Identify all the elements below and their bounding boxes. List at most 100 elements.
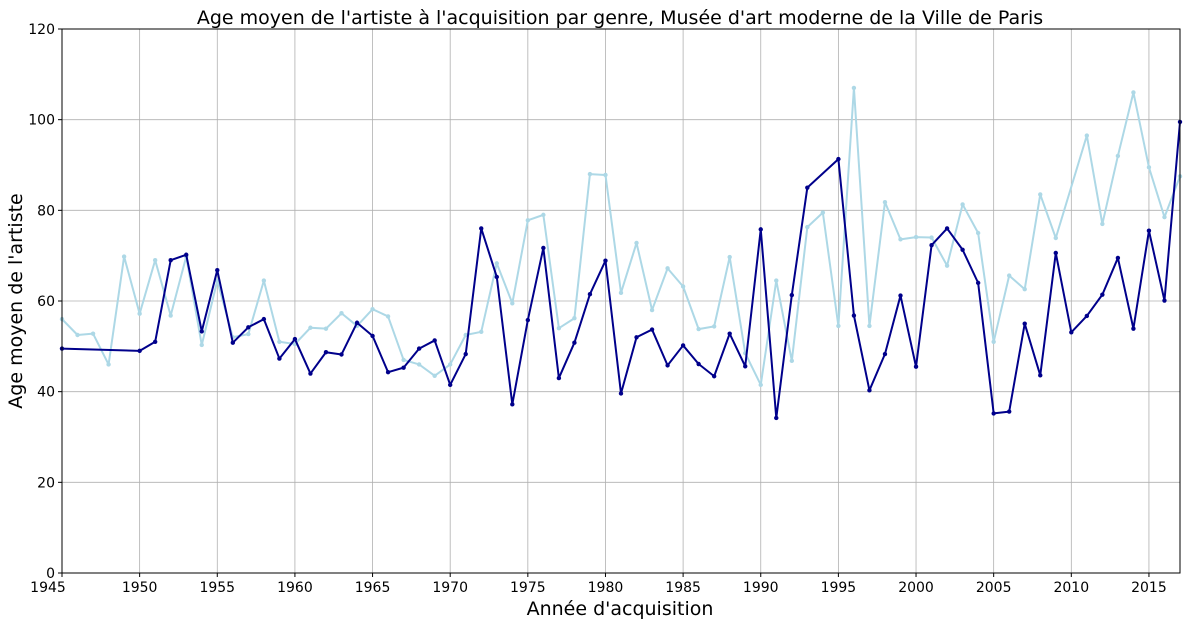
data-point bbox=[463, 351, 468, 357]
data-point bbox=[152, 339, 158, 344]
data-point bbox=[774, 278, 779, 283]
data-point bbox=[463, 332, 468, 338]
data-point bbox=[944, 226, 950, 231]
x-tick-label: 1960 bbox=[277, 580, 313, 596]
x-tick-label: 2000 bbox=[898, 580, 934, 596]
data-point bbox=[991, 411, 996, 416]
x-axis-label: Année d'acquisition bbox=[527, 598, 714, 620]
data-point bbox=[199, 342, 204, 348]
data-point bbox=[603, 258, 608, 263]
data-point bbox=[339, 352, 344, 357]
data-point bbox=[618, 391, 624, 396]
data-point bbox=[1069, 330, 1074, 335]
data-point bbox=[1038, 373, 1043, 378]
data-point bbox=[572, 316, 577, 321]
data-point bbox=[774, 415, 779, 421]
data-point bbox=[1115, 255, 1121, 261]
data-point bbox=[1146, 165, 1152, 170]
data-point bbox=[898, 293, 903, 298]
data-point bbox=[292, 336, 298, 342]
data-point bbox=[680, 343, 686, 348]
x-tick-label: 1950 bbox=[122, 580, 158, 596]
series-1 bbox=[59, 85, 1183, 388]
data-point bbox=[867, 323, 872, 329]
data-point bbox=[572, 340, 577, 345]
data-point bbox=[261, 278, 267, 283]
data-point bbox=[805, 224, 810, 230]
data-point bbox=[541, 245, 546, 251]
data-point bbox=[991, 339, 996, 344]
data-point bbox=[385, 369, 391, 375]
x-tick-label: 1970 bbox=[432, 580, 468, 596]
series-line bbox=[61, 86, 1181, 386]
data-point bbox=[975, 230, 981, 236]
data-point bbox=[1100, 292, 1105, 297]
data-point bbox=[1131, 326, 1136, 331]
data-point bbox=[696, 326, 701, 332]
data-point bbox=[137, 348, 142, 354]
data-point bbox=[385, 314, 391, 319]
data-point bbox=[479, 226, 484, 231]
data-point bbox=[277, 339, 282, 344]
data-point bbox=[867, 388, 872, 393]
data-point bbox=[494, 274, 499, 280]
data-point bbox=[121, 254, 127, 259]
data-point bbox=[649, 327, 655, 332]
data-point bbox=[913, 364, 919, 369]
data-point bbox=[618, 290, 624, 296]
y-tick-label: 100 bbox=[28, 113, 55, 129]
data-point bbox=[975, 280, 981, 286]
x-tick-label: 1990 bbox=[743, 580, 779, 596]
chart-title: Age moyen de l'artiste à l'acquisition p… bbox=[197, 7, 1043, 29]
data-point bbox=[789, 358, 795, 364]
data-point bbox=[1115, 153, 1121, 159]
data-point bbox=[1146, 228, 1152, 233]
data-point bbox=[277, 356, 282, 361]
data-point bbox=[106, 362, 111, 367]
x-tick-label: 1980 bbox=[588, 580, 624, 596]
data-point bbox=[649, 307, 655, 313]
data-point bbox=[1006, 273, 1012, 278]
data-point bbox=[758, 382, 763, 388]
data-point bbox=[836, 323, 841, 329]
data-point bbox=[743, 364, 748, 369]
data-point bbox=[680, 284, 686, 289]
data-point bbox=[447, 362, 453, 367]
data-point bbox=[929, 243, 934, 248]
data-point bbox=[168, 313, 173, 318]
data-point bbox=[789, 292, 795, 298]
data-point bbox=[913, 234, 919, 240]
data-point bbox=[184, 252, 189, 257]
data-point bbox=[494, 261, 499, 266]
data-point bbox=[944, 263, 950, 268]
data-point bbox=[510, 402, 515, 407]
series-2 bbox=[59, 119, 1183, 421]
data-point bbox=[727, 254, 732, 260]
data-point bbox=[1038, 192, 1043, 197]
data-point bbox=[960, 247, 965, 252]
series-group bbox=[59, 85, 1183, 421]
data-point bbox=[711, 374, 717, 379]
data-point bbox=[1084, 313, 1090, 319]
data-point bbox=[758, 227, 763, 232]
data-point bbox=[510, 301, 515, 306]
data-point bbox=[541, 212, 546, 218]
data-point bbox=[1053, 250, 1058, 256]
data-point bbox=[1084, 133, 1090, 138]
data-point bbox=[168, 258, 173, 263]
data-point bbox=[323, 350, 329, 355]
data-point bbox=[587, 292, 593, 297]
data-point bbox=[929, 235, 934, 240]
data-point bbox=[587, 171, 593, 177]
y-tick-label: 120 bbox=[28, 22, 55, 38]
data-point bbox=[805, 185, 810, 190]
y-tick-label: 0 bbox=[46, 566, 55, 582]
x-tick-label: 1975 bbox=[510, 580, 546, 596]
data-point bbox=[447, 382, 453, 388]
data-point bbox=[696, 361, 701, 367]
data-point bbox=[370, 333, 375, 339]
data-point bbox=[370, 306, 375, 312]
data-point bbox=[1162, 214, 1167, 220]
data-point bbox=[246, 331, 251, 337]
series-line bbox=[61, 121, 1181, 419]
